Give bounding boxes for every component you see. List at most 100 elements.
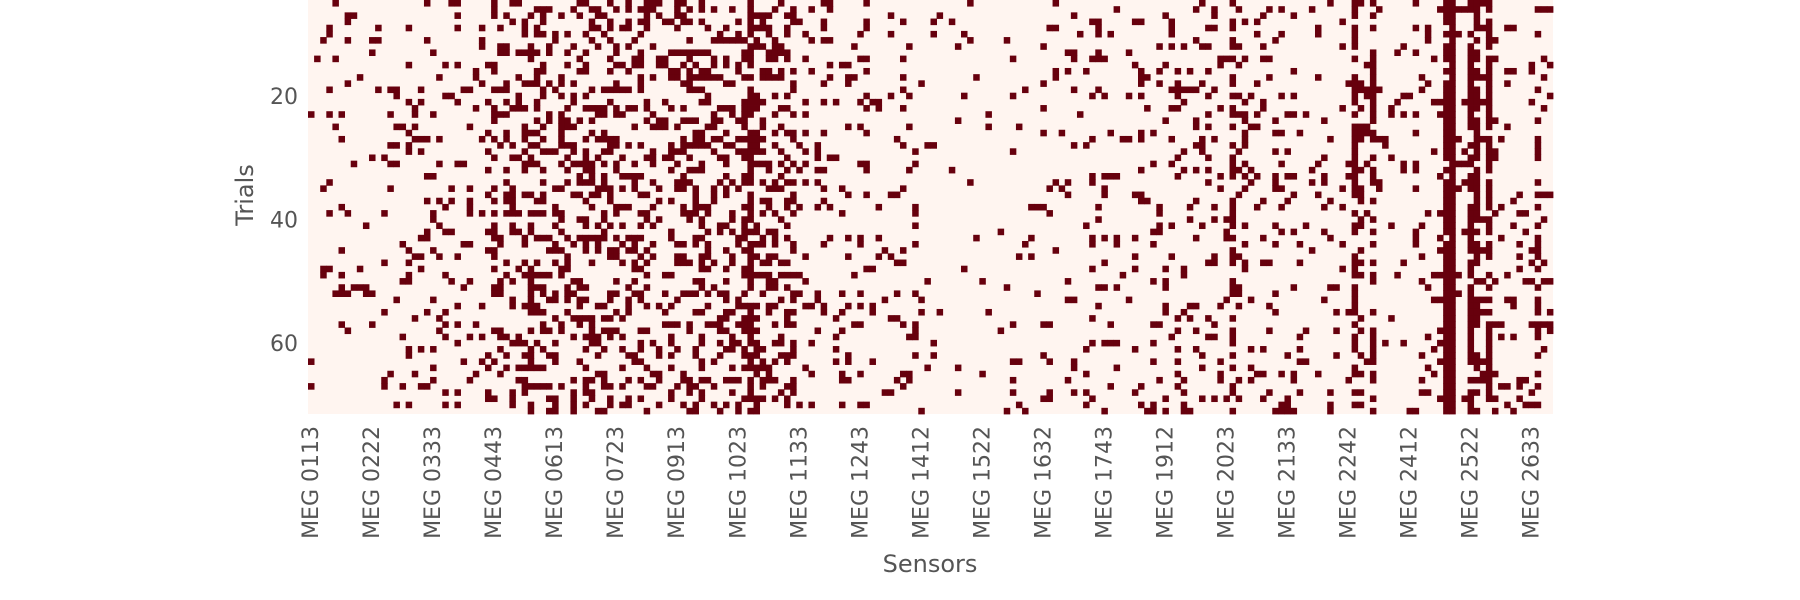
heatmap-cell (1351, 389, 1359, 396)
heatmap-cell (375, 86, 382, 94)
heatmap-cell (1302, 327, 1310, 335)
heatmap-cell (564, 105, 571, 112)
heatmap-cell (1156, 222, 1163, 230)
heatmap-cell (1009, 376, 1017, 384)
heatmap-cell (338, 247, 346, 254)
heatmap-cell (1485, 105, 1493, 112)
heatmap-cell (1290, 92, 1298, 100)
heatmap-cell (1241, 173, 1249, 180)
heatmap-cell (1290, 173, 1298, 180)
heatmap-cell (521, 271, 529, 279)
heatmap-cell (1180, 407, 1188, 415)
heatmap-cell (784, 222, 791, 230)
heatmap-cell (1473, 49, 1481, 57)
heatmap-cell (527, 129, 535, 137)
heatmap-cell (784, 352, 791, 359)
heatmap-cell (497, 346, 504, 353)
heatmap-cell (1467, 401, 1475, 409)
heatmap-cell (1357, 185, 1365, 192)
heatmap-cell (497, 278, 504, 285)
heatmap-cell (808, 401, 815, 409)
heatmap-cell (1217, 173, 1224, 180)
heatmap-cell (1510, 24, 1517, 32)
heatmap-cell (747, 61, 754, 69)
heatmap-cell (1241, 222, 1249, 230)
heatmap-cell (875, 253, 883, 260)
heatmap-cell (1516, 383, 1523, 390)
heatmap-cell (521, 148, 529, 155)
heatmap-cell (747, 265, 754, 273)
heatmap-cell (741, 37, 748, 44)
heatmap-cell (607, 191, 614, 199)
heatmap-cell (381, 259, 388, 267)
heatmap-cell (552, 339, 559, 347)
heatmap-cell (643, 12, 651, 19)
heatmap-cell (1528, 98, 1536, 106)
heatmap-cell (466, 333, 474, 341)
x-tick-label: MEG 1243 (848, 426, 873, 539)
heatmap-cell (1473, 191, 1481, 199)
heatmap-cell (594, 6, 602, 13)
heatmap-cell (741, 173, 748, 180)
heatmap-cell (735, 339, 742, 347)
heatmap-cell (1467, 407, 1475, 415)
heatmap-cell (1266, 327, 1273, 335)
heatmap-cell (1443, 247, 1450, 254)
heatmap-cell (692, 74, 699, 81)
heatmap-cell (802, 55, 809, 63)
heatmap-cell (1369, 327, 1377, 335)
heatmap-cell (1205, 315, 1212, 322)
heatmap-cell (698, 135, 706, 143)
heatmap-cell (1388, 222, 1395, 230)
heatmap-cell (735, 302, 742, 310)
heatmap-cell (637, 376, 645, 384)
heatmap-cell (777, 333, 785, 341)
heatmap-cell (1528, 389, 1536, 396)
heatmap-cell (1235, 111, 1243, 118)
heatmap-cell (320, 265, 327, 273)
heatmap-cell (1467, 302, 1475, 310)
heatmap-cell (417, 265, 425, 273)
heatmap-cell (1467, 98, 1475, 106)
heatmap-cell (423, 228, 431, 236)
heatmap-cell (784, 401, 791, 409)
heatmap-cell (765, 197, 773, 205)
heatmap-cell (1052, 74, 1060, 81)
heatmap-cell (619, 240, 626, 248)
heatmap-cell (1467, 74, 1475, 81)
heatmap-cell (1211, 6, 1218, 13)
heatmap-cell (698, 265, 706, 273)
heatmap-cell (509, 339, 516, 347)
heatmap-cell (808, 67, 815, 75)
heatmap-cell (546, 271, 553, 279)
heatmap-cell (527, 228, 535, 236)
heatmap-cell (1290, 376, 1298, 384)
heatmap-cell (1516, 191, 1523, 199)
heatmap-cell (1400, 92, 1407, 100)
heatmap-cell (771, 234, 779, 242)
heatmap-cell (582, 49, 590, 57)
heatmap-cell (1357, 105, 1365, 112)
heatmap-cell (1510, 302, 1517, 310)
heatmap-cell (680, 117, 687, 124)
heatmap-cell (1131, 265, 1139, 273)
heatmap-cell (1534, 247, 1542, 254)
heatmap-cell (735, 30, 742, 38)
heatmap-cell (1168, 43, 1176, 50)
heatmap-cell (625, 67, 632, 75)
heatmap-cell (1046, 321, 1053, 328)
heatmap-cell (1473, 117, 1481, 124)
heatmap-cell (436, 327, 443, 335)
heatmap-cell (723, 401, 730, 409)
heatmap-cell (1485, 55, 1493, 63)
heatmap-cell (564, 296, 571, 304)
heatmap-cell (1028, 203, 1035, 211)
heatmap-cell (600, 315, 608, 322)
heatmap-cell (668, 105, 675, 112)
heatmap-cell (1485, 74, 1493, 81)
heatmap-cell (430, 247, 437, 254)
heatmap-cell (1473, 197, 1481, 205)
heatmap-cell (1412, 185, 1420, 192)
heatmap-cell (1473, 92, 1481, 100)
heatmap-cell (539, 346, 547, 353)
